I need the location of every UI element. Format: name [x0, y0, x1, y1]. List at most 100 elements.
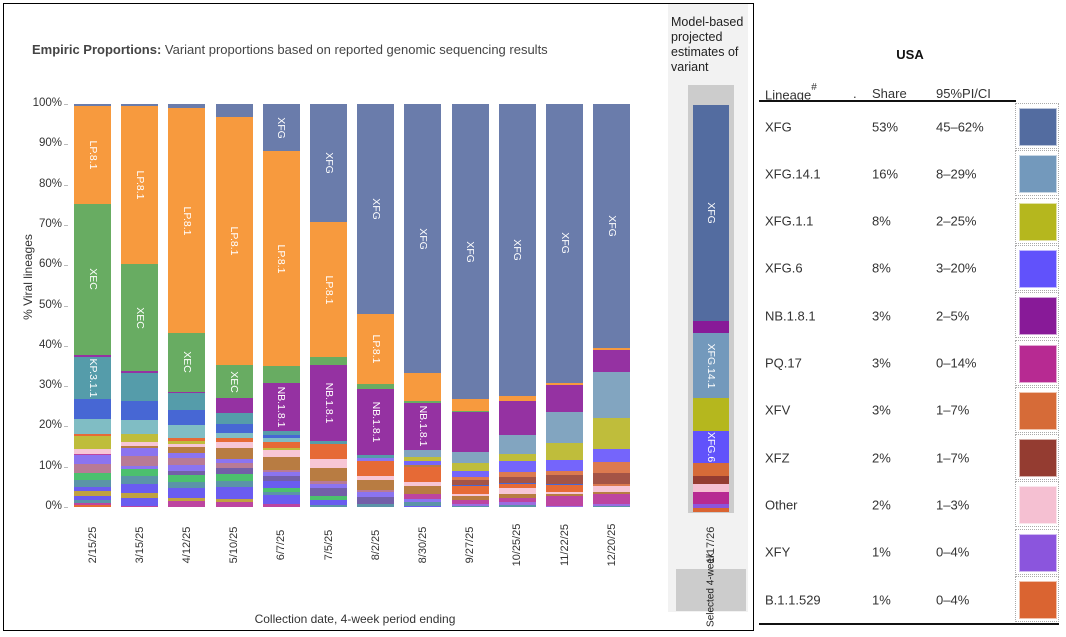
bar-segment[interactable] — [451, 477, 489, 481]
bar-segment[interactable] — [262, 434, 300, 438]
bar-segment[interactable]: LP.8.1 — [357, 313, 395, 385]
lineage-row[interactable]: XFG 53% 45–62% — [759, 103, 1059, 150]
bar-segment[interactable] — [310, 440, 347, 445]
projection-segment[interactable]: XFG.14.1 — [693, 332, 729, 399]
bar-segment[interactable] — [262, 449, 300, 457]
bar-segment[interactable] — [74, 490, 111, 496]
bar-segment[interactable] — [546, 494, 583, 497]
bar-segment[interactable] — [121, 372, 159, 402]
bar-segment[interactable]: LP.8.1 — [215, 116, 253, 366]
bar-segment[interactable] — [451, 500, 489, 505]
bar-segment[interactable] — [74, 354, 111, 357]
bar-segment[interactable] — [74, 502, 111, 506]
projection-segment[interactable] — [693, 475, 729, 484]
bar-segment[interactable] — [121, 492, 159, 498]
bar-segment[interactable] — [404, 498, 442, 503]
bar-segment[interactable] — [262, 447, 300, 451]
bar-segment[interactable] — [404, 450, 442, 457]
bar-segment[interactable] — [121, 505, 159, 508]
bar-segment[interactable] — [451, 398, 489, 412]
bar-segment[interactable] — [498, 493, 536, 498]
bar-segment[interactable] — [451, 506, 489, 508]
bar-segment[interactable] — [168, 443, 206, 447]
bar-segment[interactable] — [215, 437, 253, 442]
projection-segment[interactable] — [693, 463, 729, 476]
bar-segment[interactable] — [74, 398, 111, 420]
bar-segment[interactable] — [215, 441, 253, 449]
bar-segment[interactable] — [404, 494, 442, 500]
bar-segment[interactable]: NB.1.8.1 — [404, 402, 442, 451]
bar-segment[interactable] — [215, 498, 253, 502]
projection-segment[interactable]: XFG.6 — [693, 430, 729, 464]
bar-segment[interactable] — [357, 475, 395, 480]
bar-segment[interactable] — [310, 487, 347, 496]
bar-segment[interactable] — [215, 467, 253, 474]
bar-segment[interactable] — [74, 495, 111, 501]
bar-segment[interactable] — [310, 467, 347, 481]
bar-segment[interactable] — [498, 476, 536, 483]
projection-segment[interactable] — [693, 398, 729, 431]
bar-segment[interactable] — [168, 464, 206, 472]
bar-segment[interactable] — [498, 482, 536, 484]
bar-segment[interactable] — [262, 487, 300, 493]
bar-segment[interactable] — [593, 484, 631, 486]
bar-segment[interactable] — [215, 486, 253, 499]
bar-segment[interactable]: LP.8.1 — [121, 105, 159, 264]
bar-segment[interactable] — [168, 104, 206, 109]
bar-segment[interactable] — [310, 480, 347, 484]
bar-segment[interactable] — [451, 411, 489, 452]
bar-segment[interactable] — [74, 472, 111, 480]
bar-segment[interactable]: NB.1.8.1 — [310, 365, 347, 442]
bar-segment[interactable] — [546, 384, 583, 412]
bar-segment[interactable] — [593, 506, 631, 508]
projection-segment[interactable] — [693, 483, 729, 492]
bar-segment[interactable]: LP.8.1 — [310, 222, 347, 358]
bar-segment[interactable]: LP.8.1 — [262, 151, 300, 367]
bar-segment[interactable] — [74, 104, 111, 106]
bar-segment[interactable] — [168, 500, 206, 508]
bar-segment[interactable] — [498, 460, 536, 472]
bar-segment[interactable] — [498, 497, 536, 503]
bar-segment[interactable] — [121, 447, 159, 457]
bar-segment[interactable] — [215, 473, 253, 481]
bar-segment[interactable] — [310, 504, 347, 508]
bar-segment[interactable] — [546, 411, 583, 443]
bar-segment[interactable]: XEC — [168, 332, 206, 392]
bar-segment[interactable] — [593, 448, 631, 463]
bar-segment[interactable] — [498, 471, 536, 477]
bar-segment[interactable] — [357, 455, 395, 459]
bar-segment[interactable] — [404, 456, 442, 461]
bar-segment[interactable] — [404, 464, 442, 467]
bar-segment[interactable] — [310, 495, 347, 501]
bar-segment[interactable] — [357, 384, 395, 390]
bar-segment[interactable] — [498, 502, 536, 506]
bar-segment[interactable] — [593, 347, 631, 351]
bar-segment[interactable] — [74, 479, 111, 487]
bar-segment[interactable] — [168, 392, 206, 410]
bar-segment[interactable] — [215, 423, 253, 434]
bar-segment[interactable]: XFG — [498, 104, 536, 397]
bar-segment[interactable] — [451, 484, 489, 487]
bar-segment[interactable] — [498, 396, 536, 402]
bar-segment[interactable] — [262, 475, 300, 481]
bar-segment[interactable] — [451, 504, 489, 507]
bar-segment[interactable] — [404, 401, 442, 403]
bar-segment[interactable]: XFG — [593, 104, 631, 349]
bar-segment[interactable] — [262, 471, 300, 476]
bar-segment[interactable]: XFG — [546, 104, 583, 383]
bar-segment[interactable] — [451, 451, 489, 463]
bar-segment[interactable] — [310, 500, 347, 506]
bar-segment[interactable]: LP.8.1 — [74, 105, 111, 205]
bar-segment[interactable] — [546, 491, 583, 495]
bar-segment[interactable] — [310, 458, 347, 468]
lineage-row[interactable]: NB.1.8.1 3% 2–5% — [759, 292, 1059, 339]
bar-segment[interactable] — [215, 462, 253, 468]
bar-segment[interactable] — [74, 433, 111, 436]
projection-segment[interactable] — [693, 507, 729, 513]
bar-segment[interactable] — [593, 485, 631, 493]
bar-segment[interactable] — [451, 462, 489, 472]
bar-segment[interactable] — [74, 486, 111, 491]
bar-segment[interactable] — [404, 485, 442, 495]
bar-segment[interactable] — [121, 475, 159, 484]
lineage-row[interactable]: XFZ 2% 1–7% — [759, 434, 1059, 481]
